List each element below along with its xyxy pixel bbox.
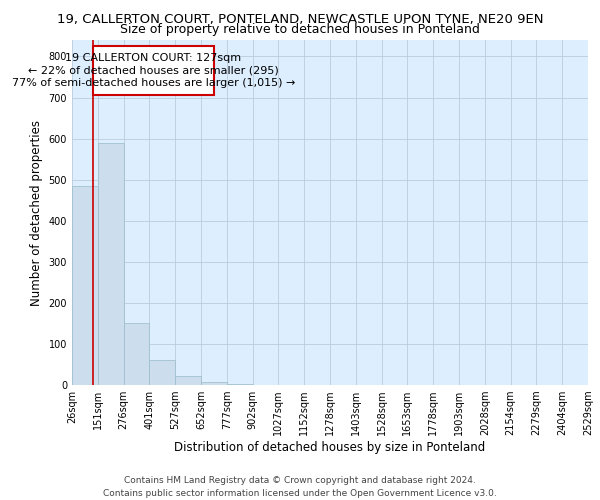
Bar bbox=[227, 384, 253, 385]
Text: Contains HM Land Registry data © Crown copyright and database right 2024.
Contai: Contains HM Land Registry data © Crown c… bbox=[103, 476, 497, 498]
X-axis label: Distribution of detached houses by size in Ponteland: Distribution of detached houses by size … bbox=[175, 441, 485, 454]
Bar bbox=[149, 360, 175, 385]
Text: Size of property relative to detached houses in Ponteland: Size of property relative to detached ho… bbox=[120, 22, 480, 36]
Bar bbox=[124, 324, 149, 385]
Bar bbox=[98, 142, 124, 385]
Bar bbox=[72, 186, 98, 385]
Text: 19 CALLERTON COURT: 127sqm: 19 CALLERTON COURT: 127sqm bbox=[65, 54, 241, 64]
Bar bbox=[175, 376, 201, 385]
Text: 19, CALLERTON COURT, PONTELAND, NEWCASTLE UPON TYNE, NE20 9EN: 19, CALLERTON COURT, PONTELAND, NEWCASTL… bbox=[57, 12, 543, 26]
Y-axis label: Number of detached properties: Number of detached properties bbox=[30, 120, 43, 306]
Text: ← 22% of detached houses are smaller (295): ← 22% of detached houses are smaller (29… bbox=[28, 66, 279, 76]
Text: 77% of semi-detached houses are larger (1,015) →: 77% of semi-detached houses are larger (… bbox=[11, 78, 295, 88]
Bar bbox=[93, 46, 214, 96]
Bar bbox=[201, 382, 227, 385]
